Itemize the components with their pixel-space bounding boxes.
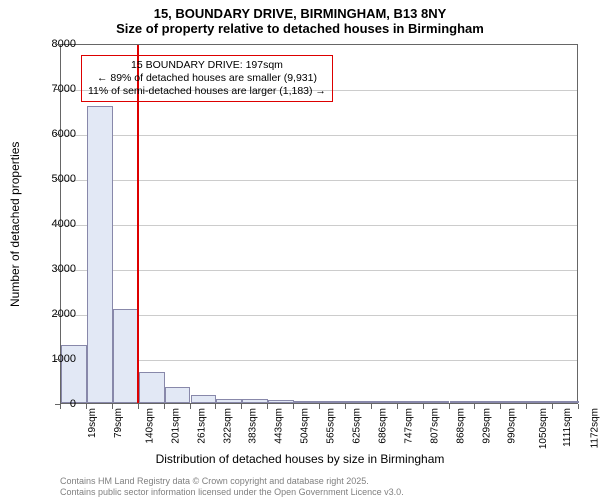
ytick-mark: [55, 269, 60, 270]
xtick-mark: [241, 404, 242, 409]
xtick-label: 322sqm: [222, 408, 233, 444]
xtick-label: 504sqm: [300, 408, 311, 444]
histogram-bar: [139, 372, 165, 404]
xtick-label: 201sqm: [170, 408, 181, 444]
xtick-mark: [552, 404, 553, 409]
xtick-mark: [164, 404, 165, 409]
xtick-label: 443sqm: [274, 408, 285, 444]
ytick-mark: [55, 89, 60, 90]
chart-container: 15, BOUNDARY DRIVE, BIRMINGHAM, B13 8NY …: [0, 0, 600, 500]
xtick-label: 383sqm: [248, 408, 259, 444]
y-axis-label: Number of detached properties: [8, 141, 22, 306]
xtick-mark: [423, 404, 424, 409]
x-axis-label: Distribution of detached houses by size …: [0, 452, 600, 466]
ytick-mark: [55, 314, 60, 315]
xtick-mark: [319, 404, 320, 409]
histogram-bar: [527, 401, 553, 403]
annotation-line-1: 15 BOUNDARY DRIVE: 197sqm: [88, 59, 326, 72]
title-line-1: 15, BOUNDARY DRIVE, BIRMINGHAM, B13 8NY: [0, 6, 600, 21]
xtick-label: 990sqm: [507, 408, 518, 444]
histogram-bar: [216, 399, 242, 404]
xtick-label: 686sqm: [377, 408, 388, 444]
histogram-bar: [424, 401, 450, 403]
annotation-line-2: ← 89% of detached houses are smaller (9,…: [88, 72, 326, 85]
annotation-line-3: 11% of semi-detached houses are larger (…: [88, 85, 326, 98]
histogram-bar: [113, 309, 139, 404]
xtick-mark: [371, 404, 372, 409]
xtick-mark: [397, 404, 398, 409]
xtick-label: 625sqm: [352, 408, 363, 444]
footer: Contains HM Land Registry data © Crown c…: [60, 476, 404, 498]
ytick-mark: [55, 224, 60, 225]
xtick-label: 261sqm: [196, 408, 207, 444]
ytick-mark: [55, 134, 60, 135]
ytick-mark: [55, 359, 60, 360]
histogram-bar: [242, 399, 268, 403]
xtick-label: 929sqm: [481, 408, 492, 444]
xtick-mark: [112, 404, 113, 409]
histogram-bar: [372, 401, 398, 403]
xtick-mark: [449, 404, 450, 409]
histogram-bar: [450, 401, 476, 403]
xtick-mark: [293, 404, 294, 409]
histogram-bar: [501, 401, 527, 403]
histogram-bar: [553, 401, 579, 403]
ytick-mark: [55, 179, 60, 180]
xtick-label: 19sqm: [87, 408, 98, 438]
xtick-mark: [345, 404, 346, 409]
histogram-bar: [346, 401, 372, 403]
title-line-2: Size of property relative to detached ho…: [0, 21, 600, 36]
xtick-mark: [500, 404, 501, 409]
histogram-bar: [294, 401, 320, 403]
xtick-label: 140sqm: [144, 408, 155, 444]
xtick-label: 1172sqm: [590, 408, 600, 448]
xtick-label: 565sqm: [326, 408, 337, 444]
histogram-bar: [320, 401, 346, 403]
xtick-label: 79sqm: [113, 408, 124, 438]
histogram-bar: [475, 401, 501, 403]
xtick-label: 1111sqm: [562, 408, 573, 447]
xtick-mark: [267, 404, 268, 409]
histogram-bar: [268, 400, 294, 403]
histogram-bar: [191, 395, 217, 403]
plot-area: 15 BOUNDARY DRIVE: 197sqm ← 89% of detac…: [60, 44, 578, 404]
xtick-mark: [60, 404, 61, 409]
xtick-mark: [526, 404, 527, 409]
annotation-box: 15 BOUNDARY DRIVE: 197sqm ← 89% of detac…: [81, 55, 333, 102]
xtick-label: 1050sqm: [538, 408, 549, 449]
ytick-mark: [55, 44, 60, 45]
footer-line-2: Contains public sector information licen…: [60, 487, 404, 498]
xtick-mark: [138, 404, 139, 409]
xtick-mark: [474, 404, 475, 409]
xtick-label: 807sqm: [429, 408, 440, 444]
xtick-mark: [578, 404, 579, 409]
title-block: 15, BOUNDARY DRIVE, BIRMINGHAM, B13 8NY …: [0, 0, 600, 36]
xtick-mark: [215, 404, 216, 409]
xtick-mark: [86, 404, 87, 409]
xtick-label: 868sqm: [455, 408, 466, 444]
xtick-mark: [190, 404, 191, 409]
xtick-label: 747sqm: [403, 408, 414, 444]
footer-line-1: Contains HM Land Registry data © Crown c…: [60, 476, 404, 487]
histogram-bar: [87, 106, 113, 403]
histogram-bar: [398, 401, 424, 403]
histogram-bar: [165, 387, 191, 403]
